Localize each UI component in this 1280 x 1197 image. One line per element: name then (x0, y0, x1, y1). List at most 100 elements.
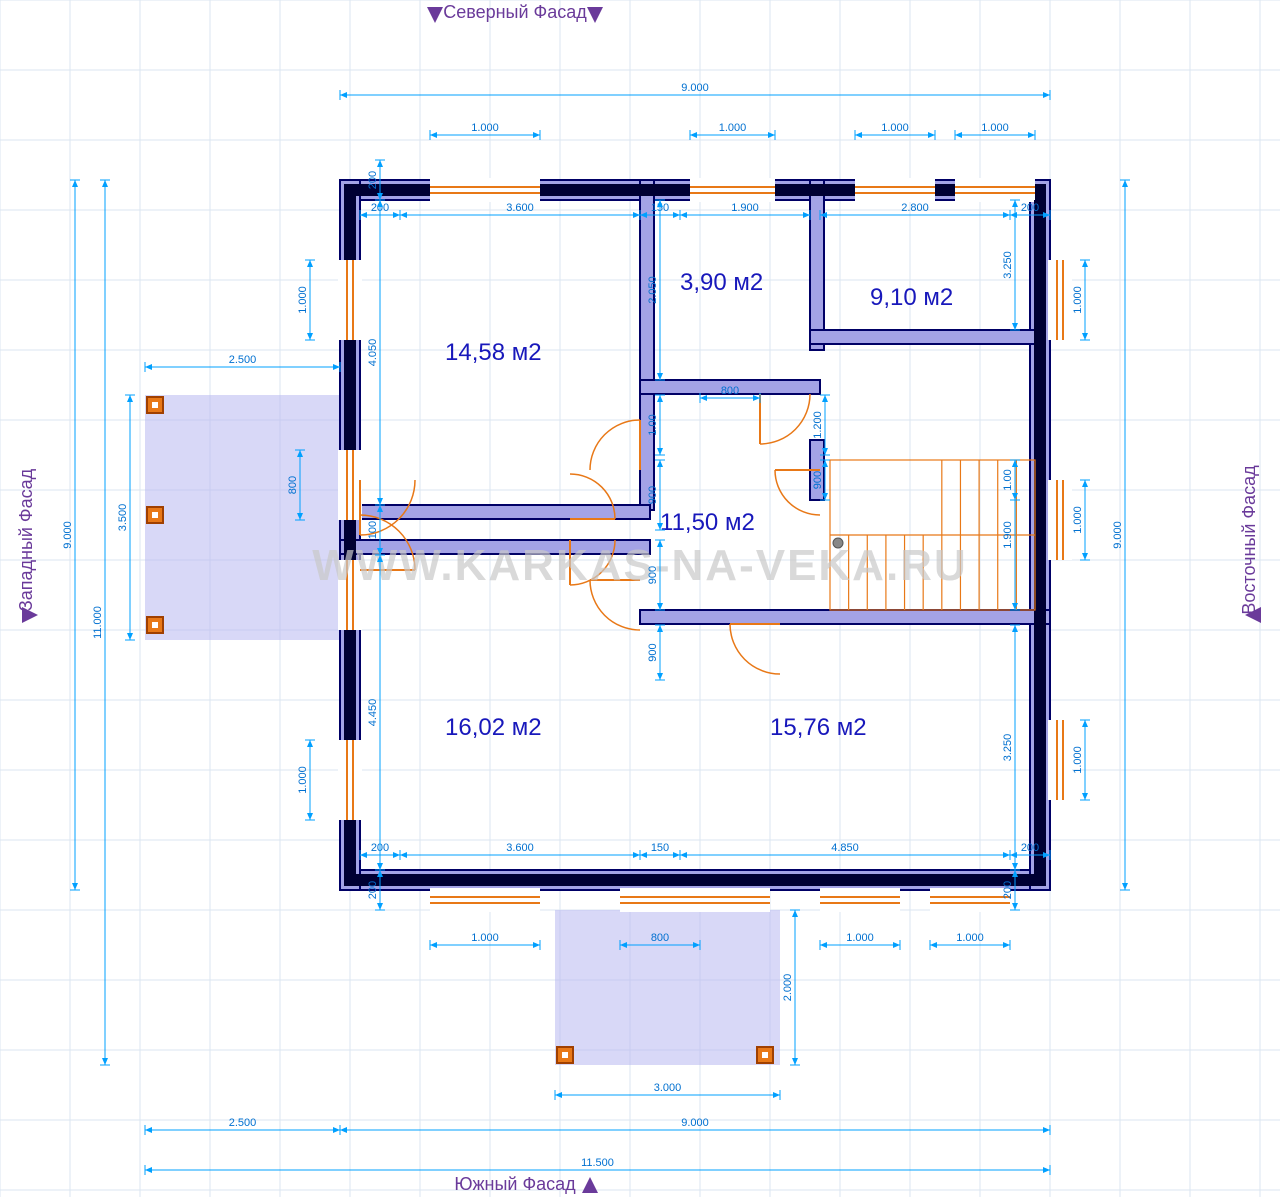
svg-text:1.000: 1.000 (1072, 746, 1084, 774)
dimension-h: 9.000 (340, 82, 1050, 100)
inner-wall (810, 330, 1040, 344)
svg-text:1.000: 1.000 (1072, 286, 1084, 314)
dimension-h: 3.600 (400, 842, 640, 860)
floorplan-svg: WWW.KARKAS-NA-VEKA.RU 14,58 м2 3,90 м2 9,10… (0, 0, 1280, 1197)
dimension-h: 11.500 (145, 1157, 1050, 1175)
dimension-v: 3.250 (1002, 200, 1020, 330)
room-area-label: 9,10 м2 (870, 284, 953, 311)
facade-label-west: Западный Фасад (16, 468, 36, 611)
dimension-v: 1.000 (1072, 720, 1090, 800)
svg-text:9.000: 9.000 (681, 82, 709, 94)
svg-text:1.900: 1.900 (731, 202, 759, 214)
dimension-h: 1.000 (855, 122, 935, 140)
dimension-h: 1.000 (690, 122, 775, 140)
door-swing (590, 420, 640, 470)
dimension-v: 9.000 (62, 180, 80, 890)
svg-text:2.800: 2.800 (901, 202, 929, 214)
svg-text:200: 200 (1002, 881, 1014, 899)
facade-label-south: Южный Фасад (454, 1174, 576, 1194)
room-area-label: 3,90 м2 (680, 269, 763, 296)
svg-text:4.450: 4.450 (367, 699, 379, 727)
svg-text:1.000: 1.000 (1072, 506, 1084, 534)
svg-text:1.000: 1.000 (981, 122, 1009, 134)
inner-wall (640, 180, 654, 510)
inner-wall (340, 505, 650, 519)
dimension-v: 4.450 (367, 555, 385, 870)
dimension-v: 1.000 (1072, 260, 1090, 340)
room-area-label: 16,02 м2 (445, 714, 542, 741)
dimension-v: 2.000 (782, 910, 800, 1065)
svg-text:2.050: 2.050 (647, 276, 659, 304)
svg-text:11.500: 11.500 (581, 1157, 614, 1169)
svg-text:1.000: 1.000 (297, 766, 309, 794)
svg-text:3.250: 3.250 (1002, 734, 1014, 762)
dimension-h: 3.600 (400, 202, 640, 220)
svg-text:3.000: 3.000 (654, 1082, 682, 1094)
dimension-h: 2.800 (820, 202, 1010, 220)
dimension-v: 1.000 (297, 260, 315, 340)
facade-arrow-icon (427, 7, 443, 23)
door-swing (730, 624, 780, 674)
svg-text:3.600: 3.600 (506, 842, 534, 854)
dimension-v: 1.000 (1072, 480, 1090, 560)
facade-label-north: Северный Фасад (443, 2, 587, 22)
terrace (145, 395, 340, 640)
dimension-v: 900 (647, 625, 665, 680)
facade-arrow-icon (582, 1177, 598, 1193)
svg-text:2.500: 2.500 (229, 354, 257, 366)
svg-text:1.000: 1.000 (471, 932, 499, 944)
svg-text:1.000: 1.000 (471, 122, 499, 134)
svg-text:3.600: 3.600 (506, 202, 534, 214)
door-swing (760, 394, 810, 444)
svg-text:9.000: 9.000 (1112, 521, 1124, 549)
svg-text:1.200: 1.200 (812, 411, 824, 439)
svg-text:1.000: 1.000 (719, 122, 747, 134)
svg-text:900: 900 (647, 566, 659, 584)
svg-text:3.250: 3.250 (1002, 251, 1014, 279)
dimension-h: 1.000 (430, 932, 540, 950)
dimension-h: 1.000 (820, 932, 900, 950)
svg-text:200: 200 (1021, 842, 1039, 854)
facade-label-east: Восточный Фасад (1239, 465, 1259, 615)
svg-text:2.000: 2.000 (782, 974, 794, 1002)
svg-text:1.00: 1.00 (647, 414, 659, 435)
dimension-h: 2.500 (145, 354, 340, 372)
svg-text:4.050: 4.050 (367, 339, 379, 367)
facade-arrow-icon (587, 7, 603, 23)
svg-text:1.000: 1.000 (956, 932, 984, 944)
svg-text:150: 150 (651, 842, 669, 854)
svg-text:1.00: 1.00 (1002, 469, 1014, 490)
inner-wall (640, 610, 1050, 624)
svg-text:4.850: 4.850 (831, 842, 859, 854)
svg-text:1.000: 1.000 (297, 286, 309, 314)
svg-text:2.500: 2.500 (229, 1117, 257, 1129)
dimension-h: 4.850 (680, 842, 1010, 860)
dimension-v: 3.250 (1002, 625, 1020, 870)
dimension-h: 150 (640, 842, 680, 860)
svg-text:11.000: 11.000 (92, 606, 104, 639)
room-area-label: 15,76 м2 (770, 714, 867, 741)
dimension-v: 1.000 (297, 740, 315, 820)
svg-text:200: 200 (367, 881, 379, 899)
dimension-v: 9.000 (1112, 180, 1130, 890)
svg-text:1.000: 1.000 (881, 122, 909, 134)
dimension-h: 3.000 (555, 1082, 780, 1100)
svg-text:800: 800 (721, 385, 739, 397)
room-area-label: 11,50 м2 (660, 509, 755, 536)
dimension-v: 11.000 (92, 180, 110, 1065)
watermark-text: WWW.KARKAS-NA-VEKA.RU (312, 541, 968, 590)
dimension-h: 1.000 (930, 932, 1010, 950)
inner-wall (810, 180, 824, 350)
svg-text:800: 800 (651, 932, 669, 944)
room-area-label: 14,58 м2 (445, 339, 542, 366)
svg-text:900: 900 (812, 471, 824, 489)
svg-text:9.000: 9.000 (62, 521, 74, 549)
svg-text:800: 800 (287, 476, 299, 494)
svg-text:1.000: 1.000 (846, 932, 874, 944)
dimension-h: 1.000 (430, 122, 540, 140)
svg-text:3.500: 3.500 (117, 504, 129, 532)
svg-text:9.000: 9.000 (681, 1117, 709, 1129)
svg-text:200: 200 (367, 171, 379, 189)
svg-text:200: 200 (1021, 202, 1039, 214)
floorplan-canvas: WWW.KARKAS-NA-VEKA.RU 14,58 м2 3,90 м2 9,10… (0, 0, 1280, 1197)
